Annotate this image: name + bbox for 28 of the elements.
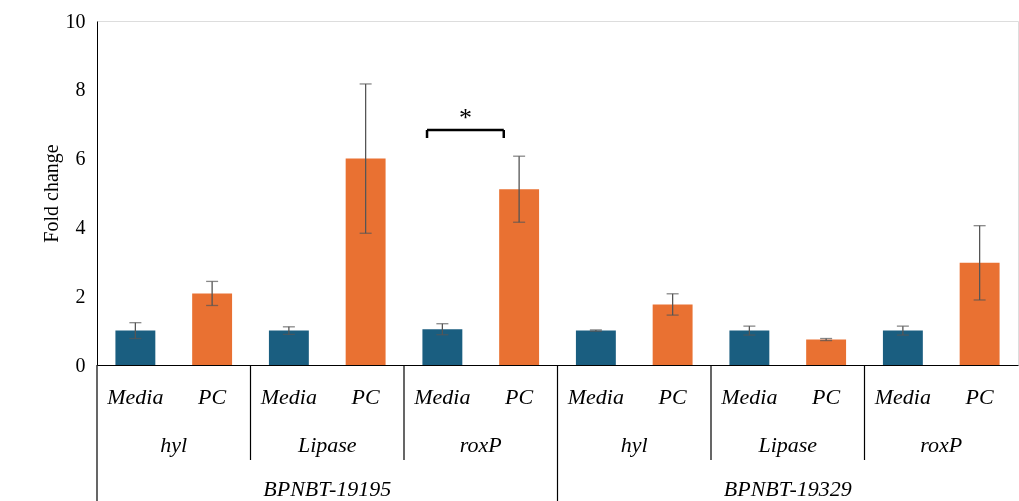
y-tick-label: 8	[75, 78, 86, 101]
text: BPNBT-19195	[263, 476, 392, 501]
y-tick-label: 6	[75, 147, 86, 170]
y-tick-label: 2	[75, 284, 86, 307]
text: Lipase	[296, 432, 357, 457]
x-tick-label: Media	[720, 384, 778, 409]
x-tick-label: PC	[964, 384, 994, 409]
text: hyl	[620, 432, 648, 457]
x-tick-label: Media	[873, 384, 931, 409]
y-tick-label: 0	[75, 353, 86, 376]
x-tick-label: PC	[657, 384, 687, 409]
text: roxP	[920, 432, 963, 457]
text: BPNBT-19329	[723, 476, 852, 501]
text: hyl	[160, 432, 188, 457]
x-tick-label: PC	[811, 384, 841, 409]
annotation: *	[458, 103, 472, 132]
y-axis-title: Fold change	[39, 144, 63, 243]
x-tick-label: PC	[504, 384, 534, 409]
x-tick-label: Media	[106, 384, 164, 409]
y-tick-label: 4	[75, 215, 86, 238]
y-tick-label: 10	[65, 9, 86, 32]
x-tick-label: Media	[566, 384, 624, 409]
x-tick-label: PC	[197, 384, 227, 409]
x-tick-label: PC	[350, 384, 380, 409]
x-tick-label: Media	[259, 384, 317, 409]
x-tick-label: Media	[413, 384, 471, 409]
text: roxP	[459, 432, 502, 457]
text: Lipase	[757, 432, 818, 457]
